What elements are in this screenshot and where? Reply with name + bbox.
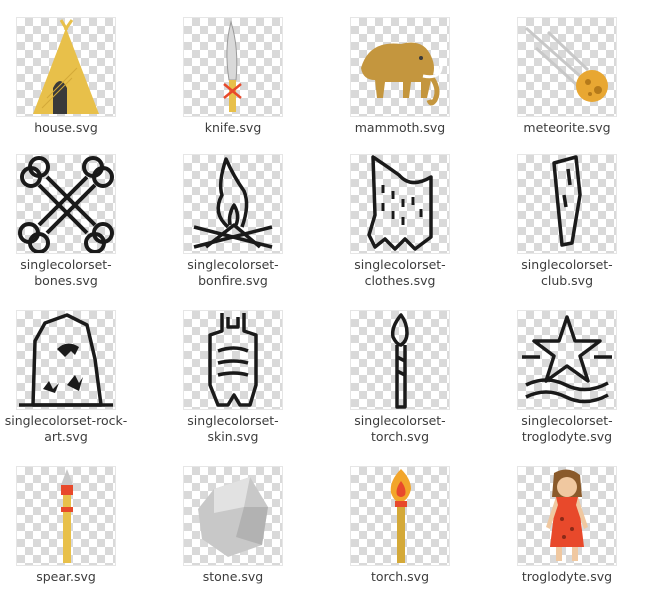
hut-icon (33, 19, 99, 114)
file-item-skin[interactable]: singlecolorset- skin.svg (158, 311, 308, 445)
meteorite-icon (525, 26, 608, 102)
file-item-spear[interactable]: spear.svg (0, 467, 141, 585)
file-item-torch-outline[interactable]: singlecolorset- torch.svg (325, 311, 475, 445)
bonfire-icon (193, 157, 273, 249)
thumbnail (17, 311, 115, 409)
file-name: singlecolorset- bonfire.svg (187, 257, 279, 288)
club-icon (552, 155, 582, 247)
skin-icon (208, 313, 258, 407)
thumbnail (351, 311, 449, 409)
bones-icon (18, 156, 114, 253)
thumbnail (518, 467, 616, 565)
file-item-stone[interactable]: stone.svg (158, 467, 308, 585)
thumbnail (184, 155, 282, 253)
file-name: meteorite.svg (523, 120, 611, 135)
file-name: knife.svg (204, 120, 262, 135)
file-name: house.svg (34, 120, 98, 135)
star-waves-icon (522, 315, 612, 404)
clothes-icon (367, 155, 433, 251)
file-name: singlecolorset- troglodyte.svg (521, 413, 613, 444)
thumbnail (17, 467, 115, 565)
file-item-rock-art[interactable]: singlecolorset-rock- art.svg (0, 311, 141, 445)
file-name: singlecolorset- clothes.svg (354, 257, 446, 288)
thumbnail (184, 467, 282, 565)
file-name: stone.svg (202, 569, 264, 584)
stone-icon (198, 477, 268, 557)
thumbnail (518, 18, 616, 116)
file-name: troglodyte.svg (521, 569, 613, 584)
file-name: singlecolorset- skin.svg (187, 413, 279, 444)
file-name: torch.svg (370, 569, 430, 584)
file-item-club[interactable]: singlecolorset- club.svg (492, 155, 642, 289)
rock-art-icon (19, 313, 113, 407)
file-item-torch[interactable]: torch.svg (325, 467, 475, 585)
file-item-clothes[interactable]: singlecolorset- clothes.svg (325, 155, 475, 289)
knife-icon (223, 20, 242, 112)
file-item-troglodyte[interactable]: troglodyte.svg (492, 467, 642, 585)
file-name: singlecolorset- torch.svg (354, 413, 446, 444)
troglodyte-icon (546, 469, 588, 561)
thumbnail (351, 155, 449, 253)
file-item-troglodyte-outline[interactable]: singlecolorset- troglodyte.svg (492, 311, 642, 445)
thumbnail (17, 18, 115, 116)
file-name: mammoth.svg (354, 120, 446, 135)
file-item-bonfire[interactable]: singlecolorset- bonfire.svg (158, 155, 308, 289)
thumbnail (184, 18, 282, 116)
thumbnail (184, 311, 282, 409)
thumbnail (17, 155, 115, 253)
file-item-meteorite[interactable]: meteorite.svg (492, 18, 642, 136)
file-name: singlecolorset- bones.svg (20, 257, 112, 288)
torch-outline-icon (390, 313, 409, 409)
thumbnail (518, 311, 616, 409)
spear-icon (61, 469, 73, 563)
torch-icon (390, 469, 411, 563)
thumbnail (518, 155, 616, 253)
thumbnail (351, 467, 449, 565)
file-name: spear.svg (36, 569, 96, 584)
file-item-house[interactable]: house.svg (0, 18, 141, 136)
thumbnail (351, 18, 449, 116)
mammoth-icon (361, 42, 443, 106)
file-name: singlecolorset-rock- art.svg (4, 413, 128, 444)
file-name: singlecolorset- club.svg (521, 257, 613, 288)
file-item-mammoth[interactable]: mammoth.svg (325, 18, 475, 136)
file-item-knife[interactable]: knife.svg (158, 18, 308, 136)
file-item-bones[interactable]: singlecolorset- bones.svg (0, 155, 141, 289)
